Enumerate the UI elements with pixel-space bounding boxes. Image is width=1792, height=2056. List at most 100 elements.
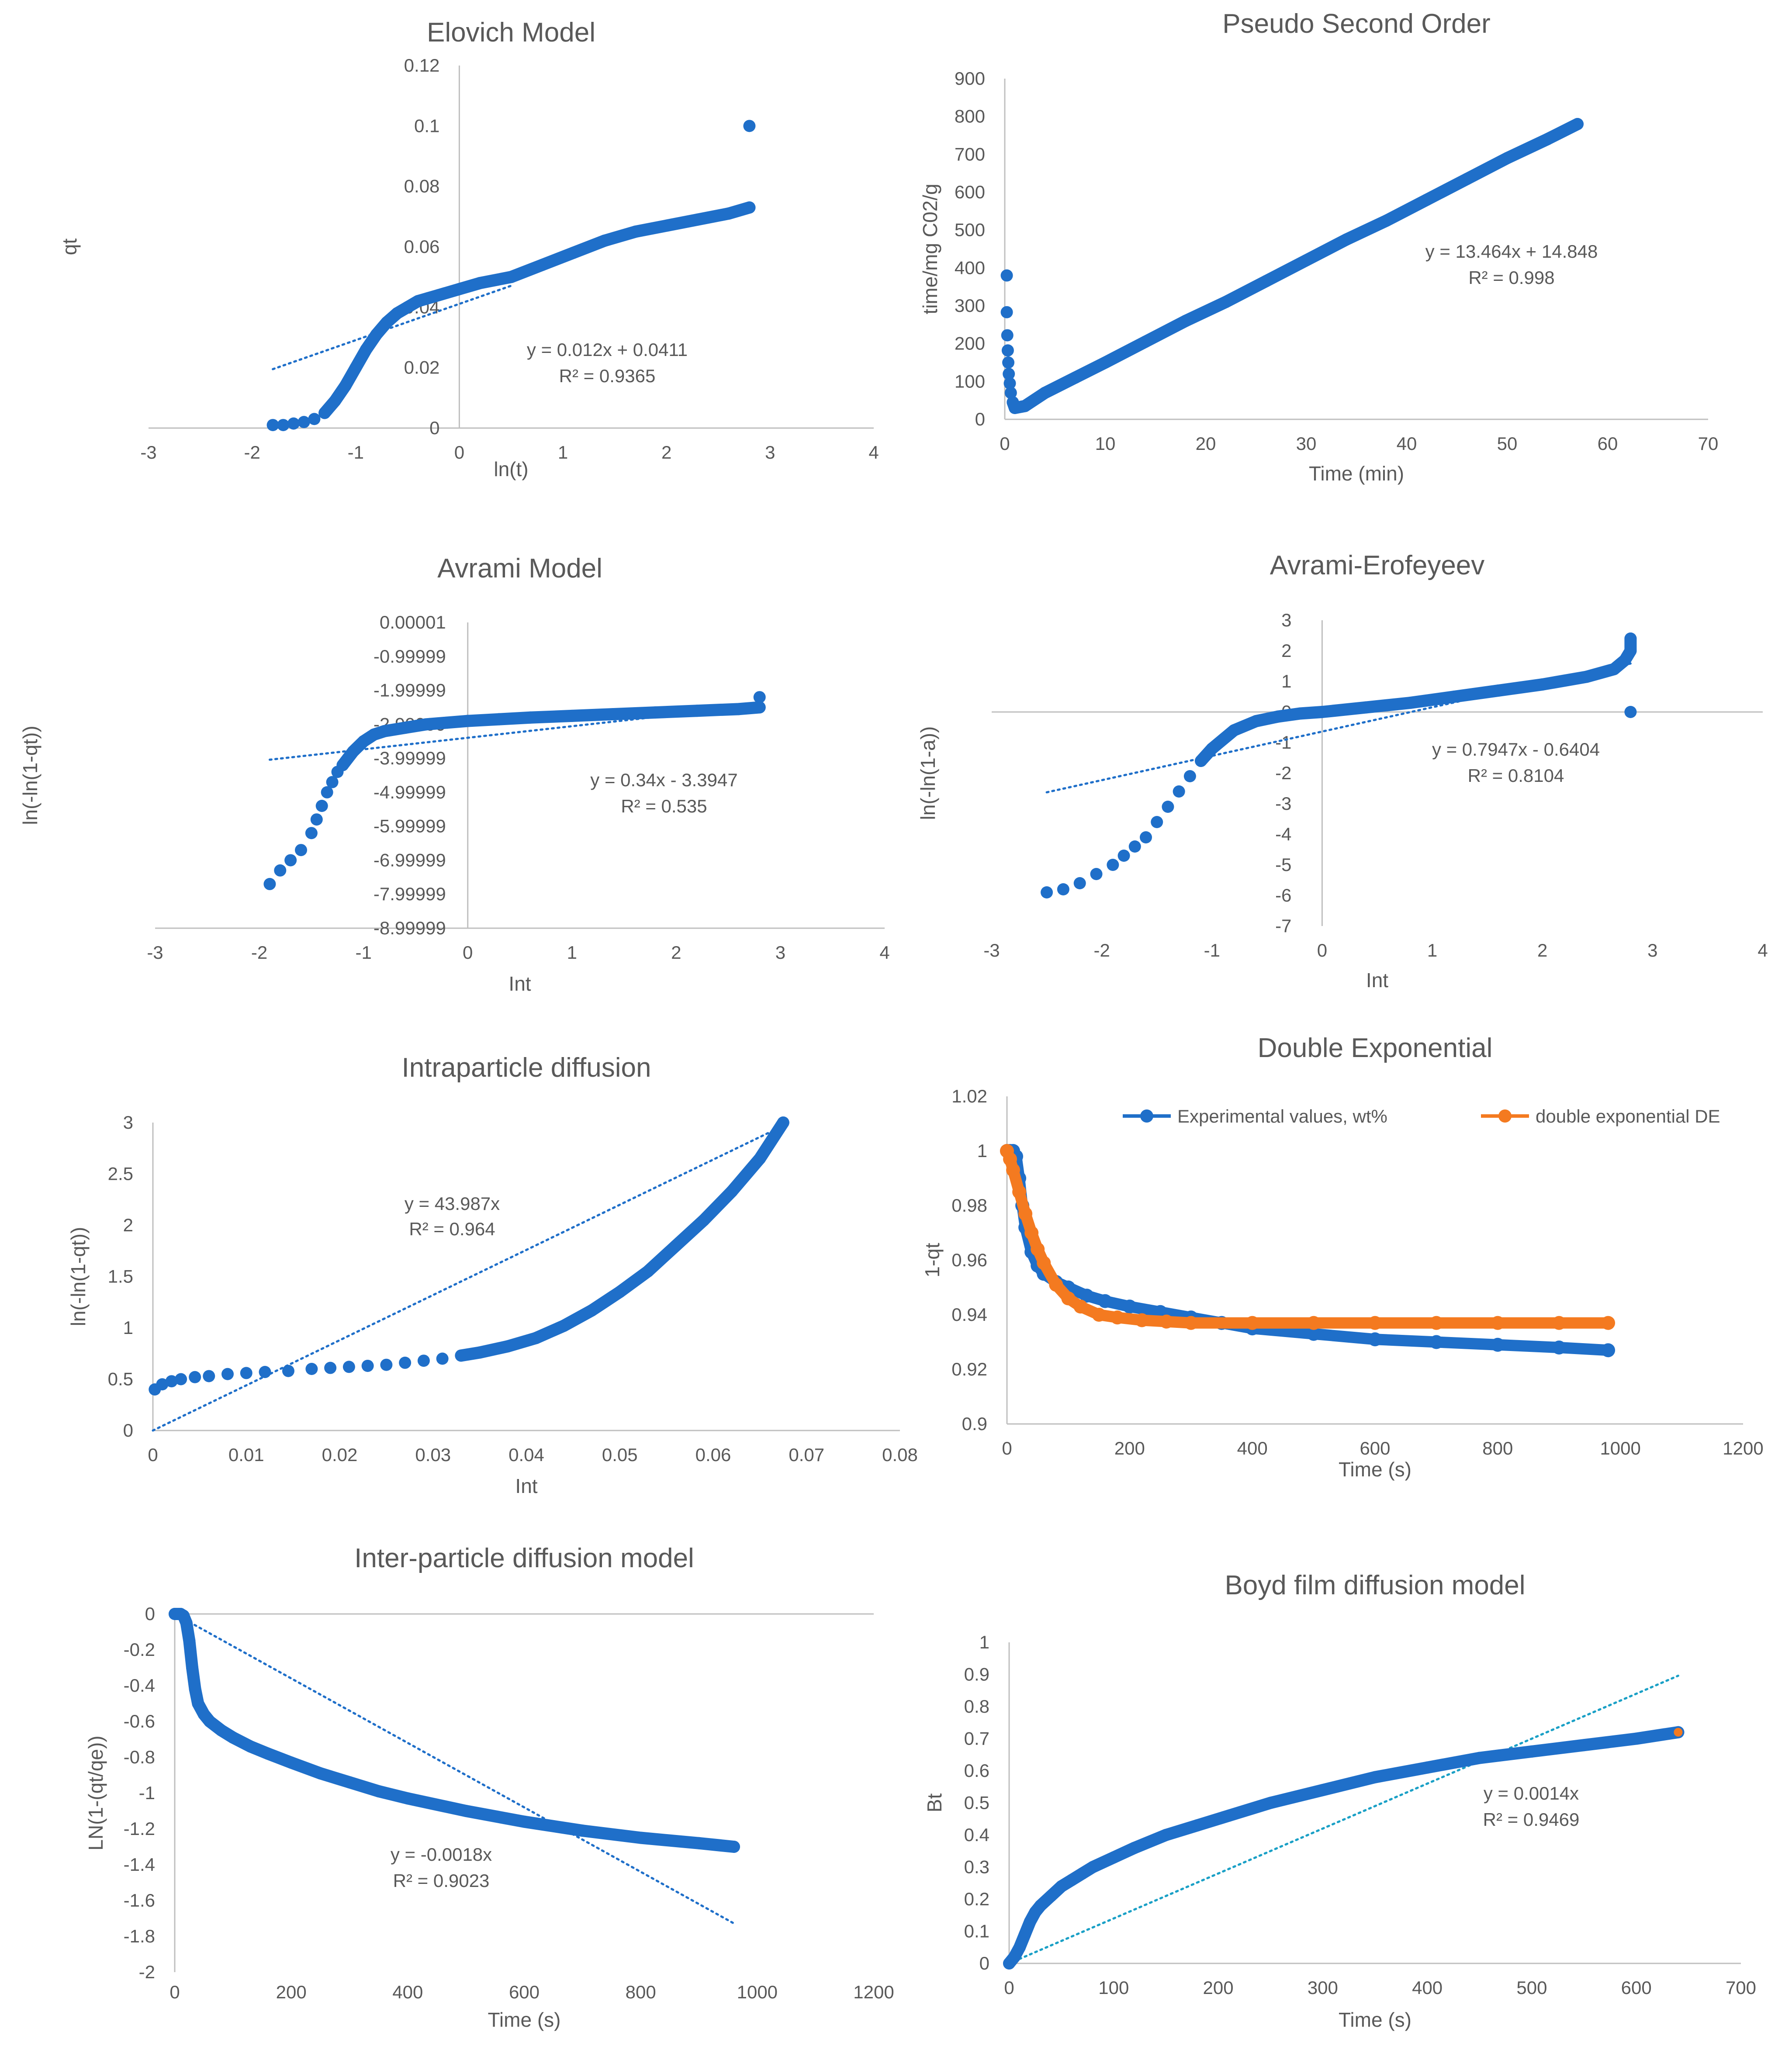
data-point xyxy=(192,1697,204,1710)
x-axis-title: Int xyxy=(1366,969,1388,992)
x-tick-label: 30 xyxy=(1296,433,1317,454)
data-point xyxy=(1079,1289,1094,1303)
data-point xyxy=(1018,1928,1031,1941)
data-point xyxy=(698,1214,710,1227)
trendline xyxy=(1008,1674,1679,1965)
x-tick-label: 10 xyxy=(1095,433,1116,454)
data-point xyxy=(502,1340,514,1353)
data-point xyxy=(455,1349,467,1362)
data-point xyxy=(493,713,505,726)
data-point xyxy=(1140,831,1152,843)
data-point xyxy=(1107,859,1119,871)
data-point xyxy=(263,878,276,890)
data-point xyxy=(1260,275,1272,287)
data-point xyxy=(505,271,517,283)
data-point xyxy=(372,1785,385,1797)
y-tick-label: 0.2 xyxy=(964,1889,989,1909)
data-point xyxy=(1580,670,1593,683)
data-point xyxy=(1031,1242,1045,1256)
y-tick-label: -0.99999 xyxy=(374,646,446,667)
x-tick-label: -2 xyxy=(251,942,267,963)
data-point xyxy=(183,1634,196,1647)
data-point xyxy=(1552,1341,1566,1355)
y-tick-label: -1 xyxy=(1275,732,1291,753)
data-point xyxy=(629,225,642,238)
legend-marker xyxy=(1498,1109,1512,1123)
data-point xyxy=(1049,1278,1063,1292)
data-point xyxy=(204,1715,216,1728)
trendline-equation: y = 0.34x - 3.3947 xyxy=(590,770,737,790)
x-tick-label: 400 xyxy=(1412,1977,1443,1998)
trendline-equation: y = 43.987x xyxy=(405,1193,500,1214)
y-tick-label: 0 xyxy=(979,1953,989,1973)
data-point xyxy=(1619,654,1631,666)
y-tick-label: -8.99999 xyxy=(374,918,446,938)
data-point xyxy=(1008,1951,1021,1963)
y-tick-label: -3.99999 xyxy=(374,748,446,768)
data-point xyxy=(1369,1771,1381,1783)
y-tick-label: 0.6 xyxy=(964,1760,989,1781)
data-point xyxy=(1228,724,1240,736)
data-point xyxy=(399,1356,412,1369)
x-axis-title: Time (s) xyxy=(1339,1458,1411,1481)
y-axis-title: ln(-ln(1-qt)) xyxy=(19,726,42,825)
data-point xyxy=(165,1375,178,1388)
x-tick-label: 3 xyxy=(1647,940,1657,961)
x-tick-label: 0.06 xyxy=(695,1444,731,1465)
data-point xyxy=(1004,387,1017,399)
x-tick-label: 0.05 xyxy=(602,1444,638,1465)
data-point xyxy=(1380,214,1393,227)
x-tick-label: 4 xyxy=(868,442,879,463)
y-tick-label: -0.8 xyxy=(124,1747,155,1767)
data-point xyxy=(361,1359,374,1372)
data-point xyxy=(634,1831,647,1844)
x-tick-label: 0 xyxy=(1000,433,1010,454)
y-tick-label: 2 xyxy=(123,1215,133,1235)
data-point xyxy=(1139,335,1152,348)
chart-title: Elovich Model xyxy=(427,17,595,48)
data-point xyxy=(1173,785,1185,798)
data-point xyxy=(441,716,453,729)
data-point xyxy=(1184,1316,1198,1330)
trendline-equation: y = -0.0018x xyxy=(391,1844,492,1865)
trendline xyxy=(173,1613,735,1925)
y-tick-label: -4.99999 xyxy=(374,782,446,802)
y-tick-label: 900 xyxy=(955,68,985,89)
y-tick-label: 0.8 xyxy=(964,1696,989,1717)
data-point xyxy=(613,1285,626,1298)
data-point xyxy=(1206,743,1218,755)
x-tick-label: 2 xyxy=(661,442,671,463)
data-point xyxy=(1098,1294,1112,1308)
data-point xyxy=(1019,400,1031,412)
y-axis-title: 1-qt xyxy=(921,1243,944,1277)
data-point xyxy=(215,1724,228,1737)
series-data xyxy=(1041,632,1637,898)
data-point xyxy=(1183,770,1196,782)
data-point xyxy=(536,259,549,271)
data-point xyxy=(460,1805,472,1817)
x-tick-label: 1 xyxy=(567,942,577,963)
data-point xyxy=(1552,1316,1566,1330)
x-tick-label: 60 xyxy=(1598,433,1618,454)
x-tick-label: 300 xyxy=(1308,1977,1338,1998)
chart-intraparticle: Intraparticle diffusion 0 0.01 0.02 0.03 0.04… xyxy=(67,1053,918,1497)
data-point xyxy=(282,1365,294,1377)
data-point xyxy=(733,703,745,715)
y-tick-label: 0.02 xyxy=(404,357,440,378)
data-point xyxy=(1368,1332,1382,1347)
data-point xyxy=(1624,632,1637,645)
x-axis-title: Time (s) xyxy=(1339,2008,1411,2031)
data-point xyxy=(1076,1867,1089,1880)
data-point xyxy=(240,1367,253,1379)
data-point xyxy=(461,715,474,727)
data-point xyxy=(726,1185,738,1198)
data-point xyxy=(357,735,370,748)
data-point xyxy=(1272,710,1284,723)
data-point xyxy=(287,417,300,430)
data-point xyxy=(566,709,578,722)
x-tick-label: 0 xyxy=(148,1444,158,1465)
x-tick-label: 0.03 xyxy=(415,1444,451,1465)
data-point xyxy=(1220,296,1232,308)
data-point xyxy=(1300,254,1312,266)
series-data xyxy=(266,120,756,432)
